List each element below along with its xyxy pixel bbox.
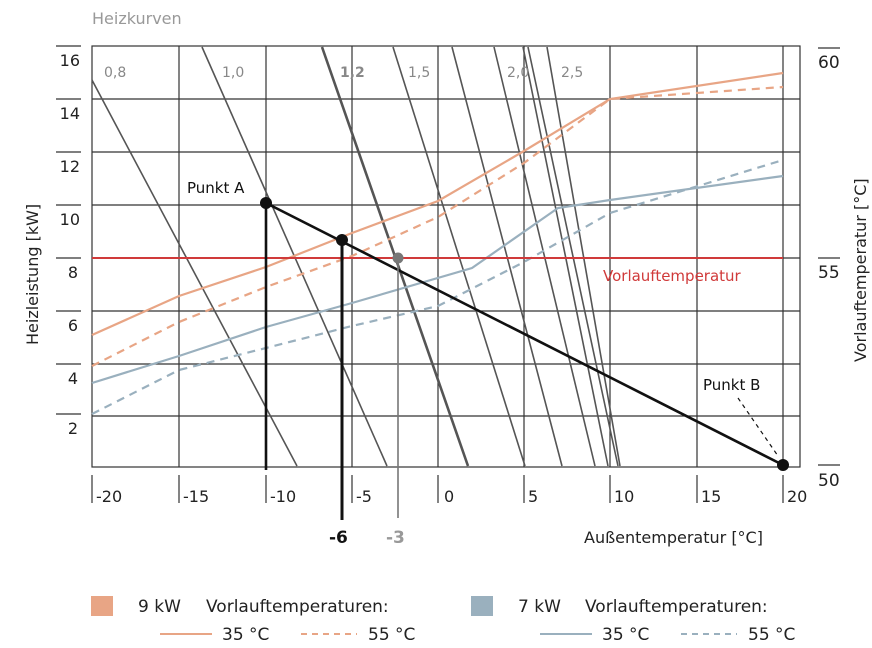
svg-text:8: 8 xyxy=(68,263,78,282)
chart-title: Heizkurven xyxy=(92,9,182,28)
marker-label-minus3: -3 xyxy=(386,528,405,548)
svg-text:9 kW: 9 kW xyxy=(138,597,181,617)
svg-text:55: 55 xyxy=(818,263,840,283)
punkt-a-marker xyxy=(260,197,272,209)
series-7kw-35 xyxy=(91,174,784,385)
y-axis-right: 60 55 50 xyxy=(818,47,840,491)
svg-text:50: 50 xyxy=(818,471,840,491)
svg-text:60: 60 xyxy=(818,53,840,73)
svg-text:Vorlauftemperaturen:: Vorlauftemperaturen: xyxy=(585,597,768,617)
punkt-b-marker xyxy=(777,459,789,471)
punkt-b-leader xyxy=(737,397,779,457)
marker-label-minus6: -6 xyxy=(329,528,348,548)
svg-text:1,2: 1,2 xyxy=(340,65,365,81)
svg-text:4: 4 xyxy=(68,369,78,388)
heating-curves xyxy=(91,46,621,467)
series-9kw-55 xyxy=(91,85,784,367)
svg-text:-20: -20 xyxy=(96,487,122,506)
x-axis-label: Außentemperatur [°C] xyxy=(584,528,763,547)
x-axis: -20 -15 -10 -5 0 5 10 15 20 xyxy=(91,475,807,506)
svg-text:10: 10 xyxy=(614,487,634,506)
svg-text:20: 20 xyxy=(787,487,807,506)
point-minus6-marker xyxy=(336,234,348,246)
svg-text:5: 5 xyxy=(528,487,538,506)
svg-text:35 °C: 35 °C xyxy=(222,625,269,645)
svg-text:-10: -10 xyxy=(270,487,296,506)
y-axis-left-label: Heizleistung [kW] xyxy=(23,204,42,345)
svg-text:Vorlauftemperaturen:: Vorlauftemperaturen: xyxy=(206,597,389,617)
svg-text:14: 14 xyxy=(60,104,80,123)
svg-text:-5: -5 xyxy=(356,487,372,506)
svg-text:55 °C: 55 °C xyxy=(748,625,795,645)
svg-text:10: 10 xyxy=(60,210,80,229)
svg-text:2: 2 xyxy=(68,419,78,438)
svg-text:2,5: 2,5 xyxy=(561,65,583,81)
svg-text:1,0: 1,0 xyxy=(222,65,244,81)
svg-text:6: 6 xyxy=(68,316,78,335)
svg-text:7 kW: 7 kW xyxy=(518,597,561,617)
svg-text:-15: -15 xyxy=(183,487,209,506)
operating-line xyxy=(264,201,784,520)
vorlauftemperatur-label: Vorlauftemperatur xyxy=(603,267,742,285)
point-minus3-marker xyxy=(392,252,404,264)
punkt-a-label: Punkt A xyxy=(187,179,245,197)
heating-curve-labels: 0,8 1,0 1,2 1,5 2,0 2,5 xyxy=(104,65,583,81)
y-axis-left: 16 14 12 10 8 6 4 2 xyxy=(56,45,81,438)
legend-swatch-9kw xyxy=(91,596,113,616)
svg-text:0: 0 xyxy=(444,487,454,506)
series-9kw-35 xyxy=(91,71,784,337)
series-7kw-55 xyxy=(91,158,784,415)
y-axis-right-label: Vorlauftemperatur [°C] xyxy=(851,178,870,362)
legend-swatch-7kw xyxy=(471,596,493,616)
svg-text:35 °C: 35 °C xyxy=(602,625,649,645)
punkt-b-label: Punkt B xyxy=(703,376,760,394)
svg-text:0,8: 0,8 xyxy=(104,65,126,81)
svg-text:16: 16 xyxy=(60,51,80,70)
svg-text:12: 12 xyxy=(60,157,80,176)
legend: 9 kW Vorlauftemperaturen: 35 °C 55 °C 7 … xyxy=(91,596,795,645)
svg-text:55 °C: 55 °C xyxy=(368,625,415,645)
svg-text:1,5: 1,5 xyxy=(408,65,430,81)
svg-text:2,0: 2,0 xyxy=(507,65,529,81)
svg-text:15: 15 xyxy=(701,487,721,506)
